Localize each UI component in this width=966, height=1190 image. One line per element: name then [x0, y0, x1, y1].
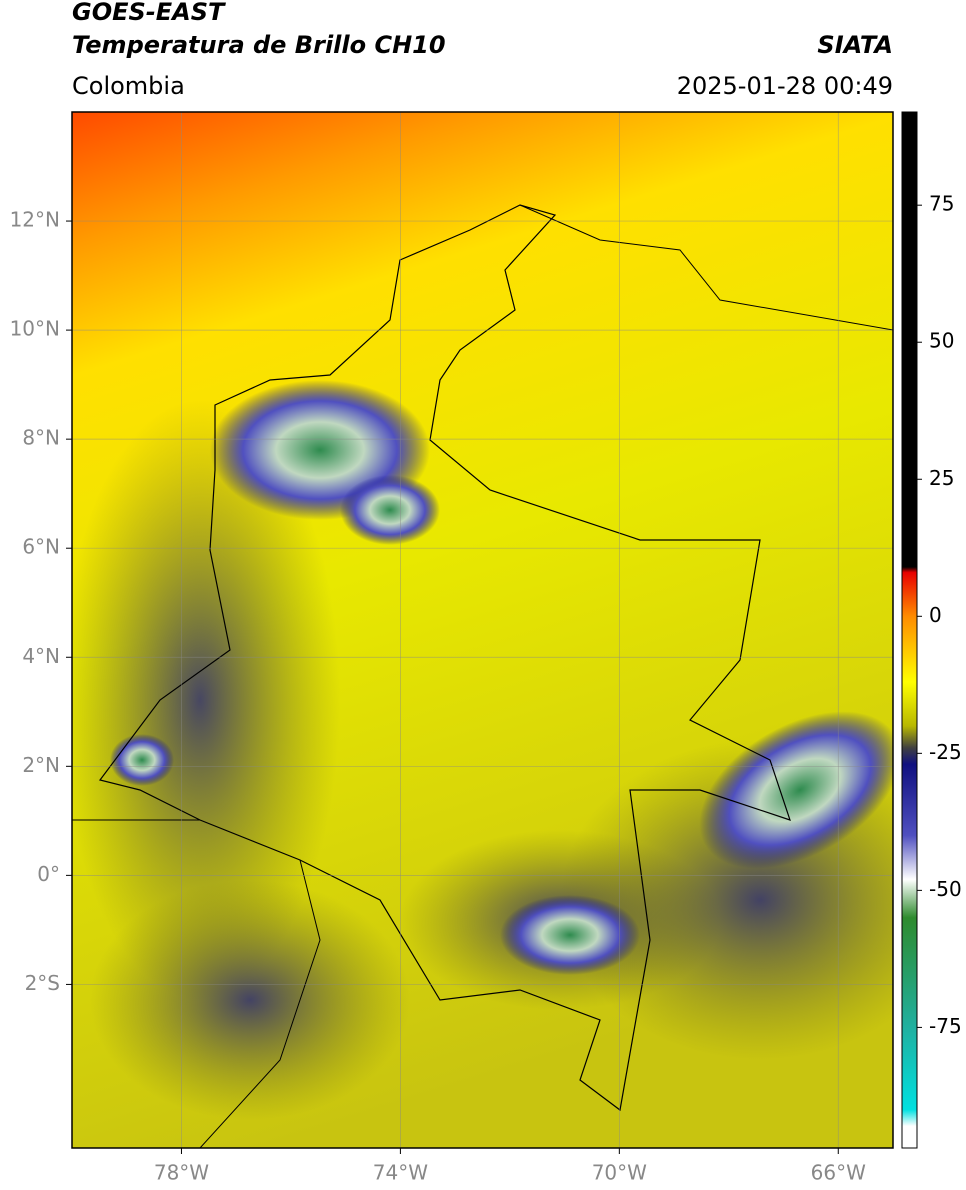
y-tick-label: 10°N: [10, 317, 60, 341]
colorbar-tick-label: -25: [929, 740, 962, 764]
colorbar-tick-label: -50: [929, 877, 962, 901]
x-tick-label: 70°W: [592, 1161, 647, 1185]
y-tick-label: 12°N: [10, 208, 60, 232]
y-tick-label: 2°N: [22, 753, 60, 777]
colorbar-tick-label: 25: [929, 466, 954, 490]
y-tick-label: 2°S: [25, 971, 60, 995]
y-tick-label: 0°: [37, 862, 60, 886]
y-tick-label: 8°N: [22, 426, 60, 450]
x-tick-label: 66°W: [811, 1161, 866, 1185]
y-tick-label: 6°N: [22, 535, 60, 559]
subtitle: Temperatura de Brillo CH10: [72, 31, 446, 59]
source: SIATA: [817, 31, 893, 59]
region: Colombia: [72, 72, 185, 100]
x-tick-label: 78°W: [154, 1161, 209, 1185]
colorbar: [901, 111, 918, 1149]
x-tick-label: 74°W: [373, 1161, 428, 1185]
map-frame: [71, 111, 894, 1149]
colorbar-tick-label: 0: [929, 603, 942, 627]
map-image: [72, 112, 893, 1148]
datetime: 2025-01-28 00:49: [677, 72, 893, 100]
title: GOES-EAST: [72, 0, 226, 26]
colorbar-tick-label: 50: [929, 329, 954, 353]
colorbar-tick-label: 75: [929, 192, 954, 216]
colorbar-tick-label: -75: [929, 1014, 962, 1038]
y-tick-label: 4°N: [22, 644, 60, 668]
